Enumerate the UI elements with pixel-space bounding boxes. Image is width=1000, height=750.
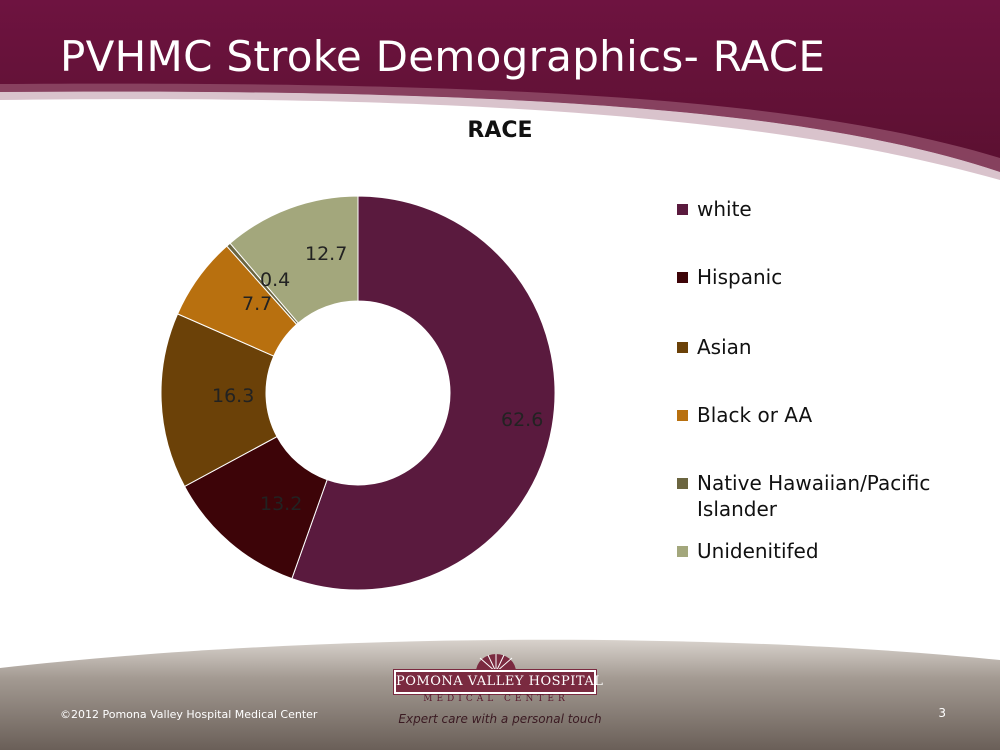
donut-slice-white — [291, 195, 556, 591]
legend-swatch — [677, 410, 688, 421]
donut-slice-asian — [160, 313, 278, 488]
donut-chart: 62.6 13.2 16.3 7.70.4 12.7 — [160, 195, 556, 591]
header-band — [0, 0, 1000, 172]
data-label-native-hawaiian-pacific-islander: 0.4 — [260, 269, 290, 291]
slide-title: PVHMC Stroke Demographics- RACE — [60, 32, 826, 81]
legend-swatch — [677, 478, 688, 489]
logo-subtitle: MEDICAL CENTER — [423, 694, 569, 704]
data-label-asian: 16.3 — [212, 385, 254, 407]
legend-swatch — [677, 546, 688, 557]
logo-name: POMONA VALLEY HOSPITAL — [396, 674, 604, 689]
legend-label: white — [697, 197, 752, 221]
page-number: 3 — [938, 706, 946, 720]
footer-copyright: ©2012 Pomona Valley Hospital Medical Cen… — [60, 708, 318, 721]
legend-label: Unidenitifed — [697, 539, 819, 563]
data-label-black-or-aa: 7.7 — [242, 293, 272, 315]
chart-title: RACE — [467, 118, 533, 143]
legend-label: Hispanic — [697, 265, 783, 289]
data-label-unidenitifed: 12.7 — [305, 243, 347, 265]
legend-label: Native Hawaiian/Pacific Islander — [697, 471, 931, 521]
legend-label: Black or AA — [697, 403, 813, 427]
tagline: Expert care with a personal touch — [398, 712, 602, 726]
legend-label: Asian — [697, 335, 752, 359]
hospital-logo: POMONA VALLEY HOSPITAL MEDICAL CENTER — [393, 652, 604, 706]
logo-name-box: POMONA VALLEY HOSPITAL — [393, 669, 604, 695]
header-swoosh-light — [0, 91, 1000, 180]
data-label-hispanic: 13.2 — [260, 493, 302, 515]
data-label-white: 62.6 — [501, 409, 543, 431]
legend-swatch — [677, 272, 688, 283]
sunburst-icon — [476, 654, 516, 672]
footer-band — [0, 639, 1000, 750]
legend-swatch — [677, 204, 688, 215]
legend-swatch — [677, 342, 688, 353]
donut-slice-unidenitifed — [229, 195, 359, 324]
